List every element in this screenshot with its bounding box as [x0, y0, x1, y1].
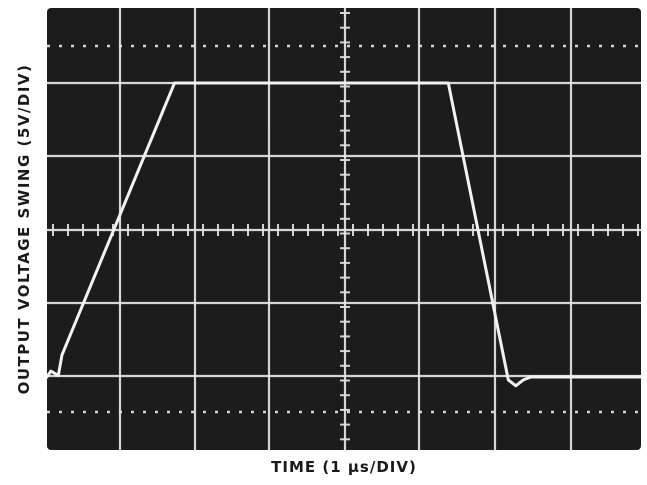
x-axis-label: TIME (1 µs/DIV) [271, 458, 417, 476]
oscilloscope-plot [47, 8, 641, 450]
oscilloscope-screen [47, 8, 641, 450]
waveform-trace [47, 81, 641, 388]
y-axis-label-area: OUTPUT VOLTAGE SWING (5V/DIV) [9, 8, 39, 450]
y-axis-label: OUTPUT VOLTAGE SWING (5V/DIV) [15, 63, 33, 395]
